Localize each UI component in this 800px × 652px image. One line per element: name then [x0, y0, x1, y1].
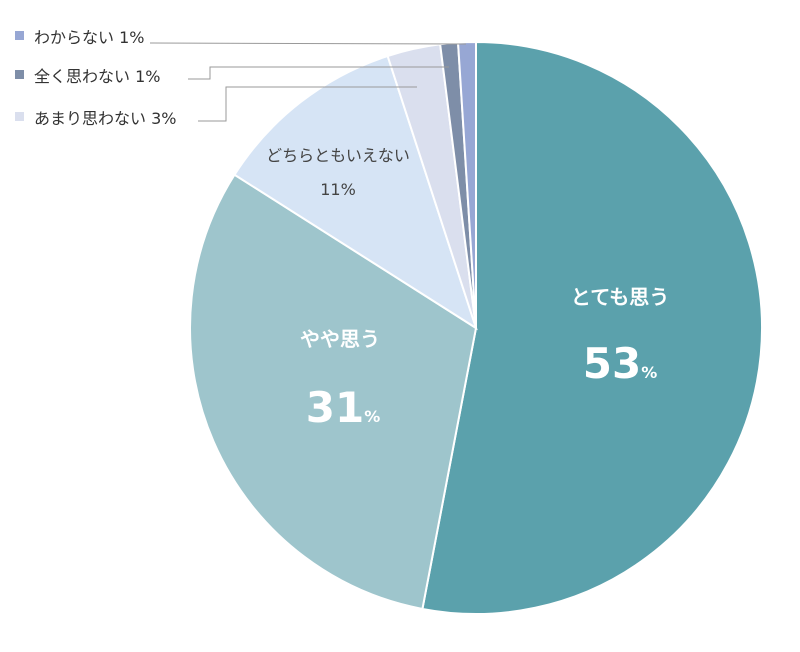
- outside-label-value-amari: 3%: [151, 109, 176, 128]
- outside-label-text-mattaku: 全く思わない: [34, 67, 130, 86]
- svg-text:全く思わない 1%: 全く思わない 1%: [34, 67, 161, 86]
- slice-value-yaya: 31%: [306, 383, 380, 432]
- slice-value-unit-totemo: %: [641, 363, 657, 382]
- outside-label-amari: あまり思わない 3%: [15, 109, 177, 128]
- pie-slice-totemo: [421, 40, 764, 615]
- outside-label-value-wakaranai: 1%: [119, 28, 144, 47]
- leader-line-mattaku: [188, 66, 449, 80]
- slice-value-number-totemo: 53: [583, 339, 641, 388]
- outside-label-text-wakaranai: わからない: [34, 28, 114, 47]
- outside-label-value-mattaku: 1%: [135, 67, 160, 86]
- slice-label-dochira: どちらともいえない: [266, 146, 410, 165]
- legend-marker-amari: [15, 112, 24, 121]
- svg-text:わからない 1%: わからない 1%: [34, 28, 145, 47]
- leader-lines: [149, 42, 467, 122]
- leader-line-amari: [198, 86, 417, 122]
- slice-label-totemo: とても思う: [571, 285, 669, 309]
- slice-value-unit-yaya: %: [364, 407, 380, 426]
- outside-label-mattaku: 全く思わない 1%: [15, 67, 161, 86]
- pie-slice-dochira: [233, 54, 478, 331]
- slice-label-yaya: やや思う: [300, 327, 380, 351]
- legend-marker-wakaranai: [15, 31, 24, 40]
- outside-label-text-amari: あまり思わない: [34, 109, 146, 128]
- slice-value-dochira: 11%: [320, 180, 356, 199]
- svg-text:あまり思わない 3%: あまり思わない 3%: [34, 109, 177, 128]
- slice-value-number-yaya: 31: [306, 383, 364, 432]
- leader-line-wakaranai: [149, 42, 467, 45]
- pie-slice-wakaranai: [456, 40, 477, 329]
- outside-label-wakaranai: わからない 1%: [15, 28, 145, 47]
- slice-value-totemo: 53%: [583, 339, 657, 388]
- legend-marker-mattaku: [15, 70, 24, 79]
- pie-slices: [189, 40, 764, 615]
